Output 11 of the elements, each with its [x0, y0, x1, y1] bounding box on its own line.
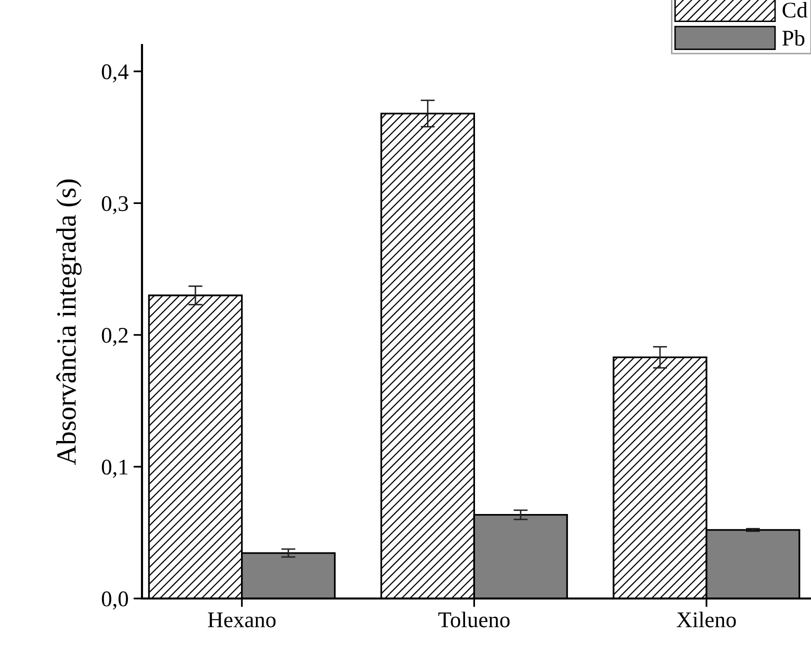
x-tick-label: Tolueno: [438, 612, 510, 628]
legend-label: Cd: [782, 2, 808, 18]
y-tick-label: 0,0: [102, 591, 128, 610]
legend-label: Pb: [782, 30, 804, 46]
y-tick-label: 0,3: [102, 196, 128, 214]
x-tick-label: Hexano: [208, 612, 276, 628]
y-tick-label: 0,2: [102, 328, 128, 346]
y-tick-label: 0,1: [102, 460, 128, 478]
x-tick-label: Xileno: [676, 612, 736, 628]
y-tick-label: 0,4: [102, 64, 128, 82]
y-axis-title: Absorvância integrada (s): [56, 180, 82, 465]
